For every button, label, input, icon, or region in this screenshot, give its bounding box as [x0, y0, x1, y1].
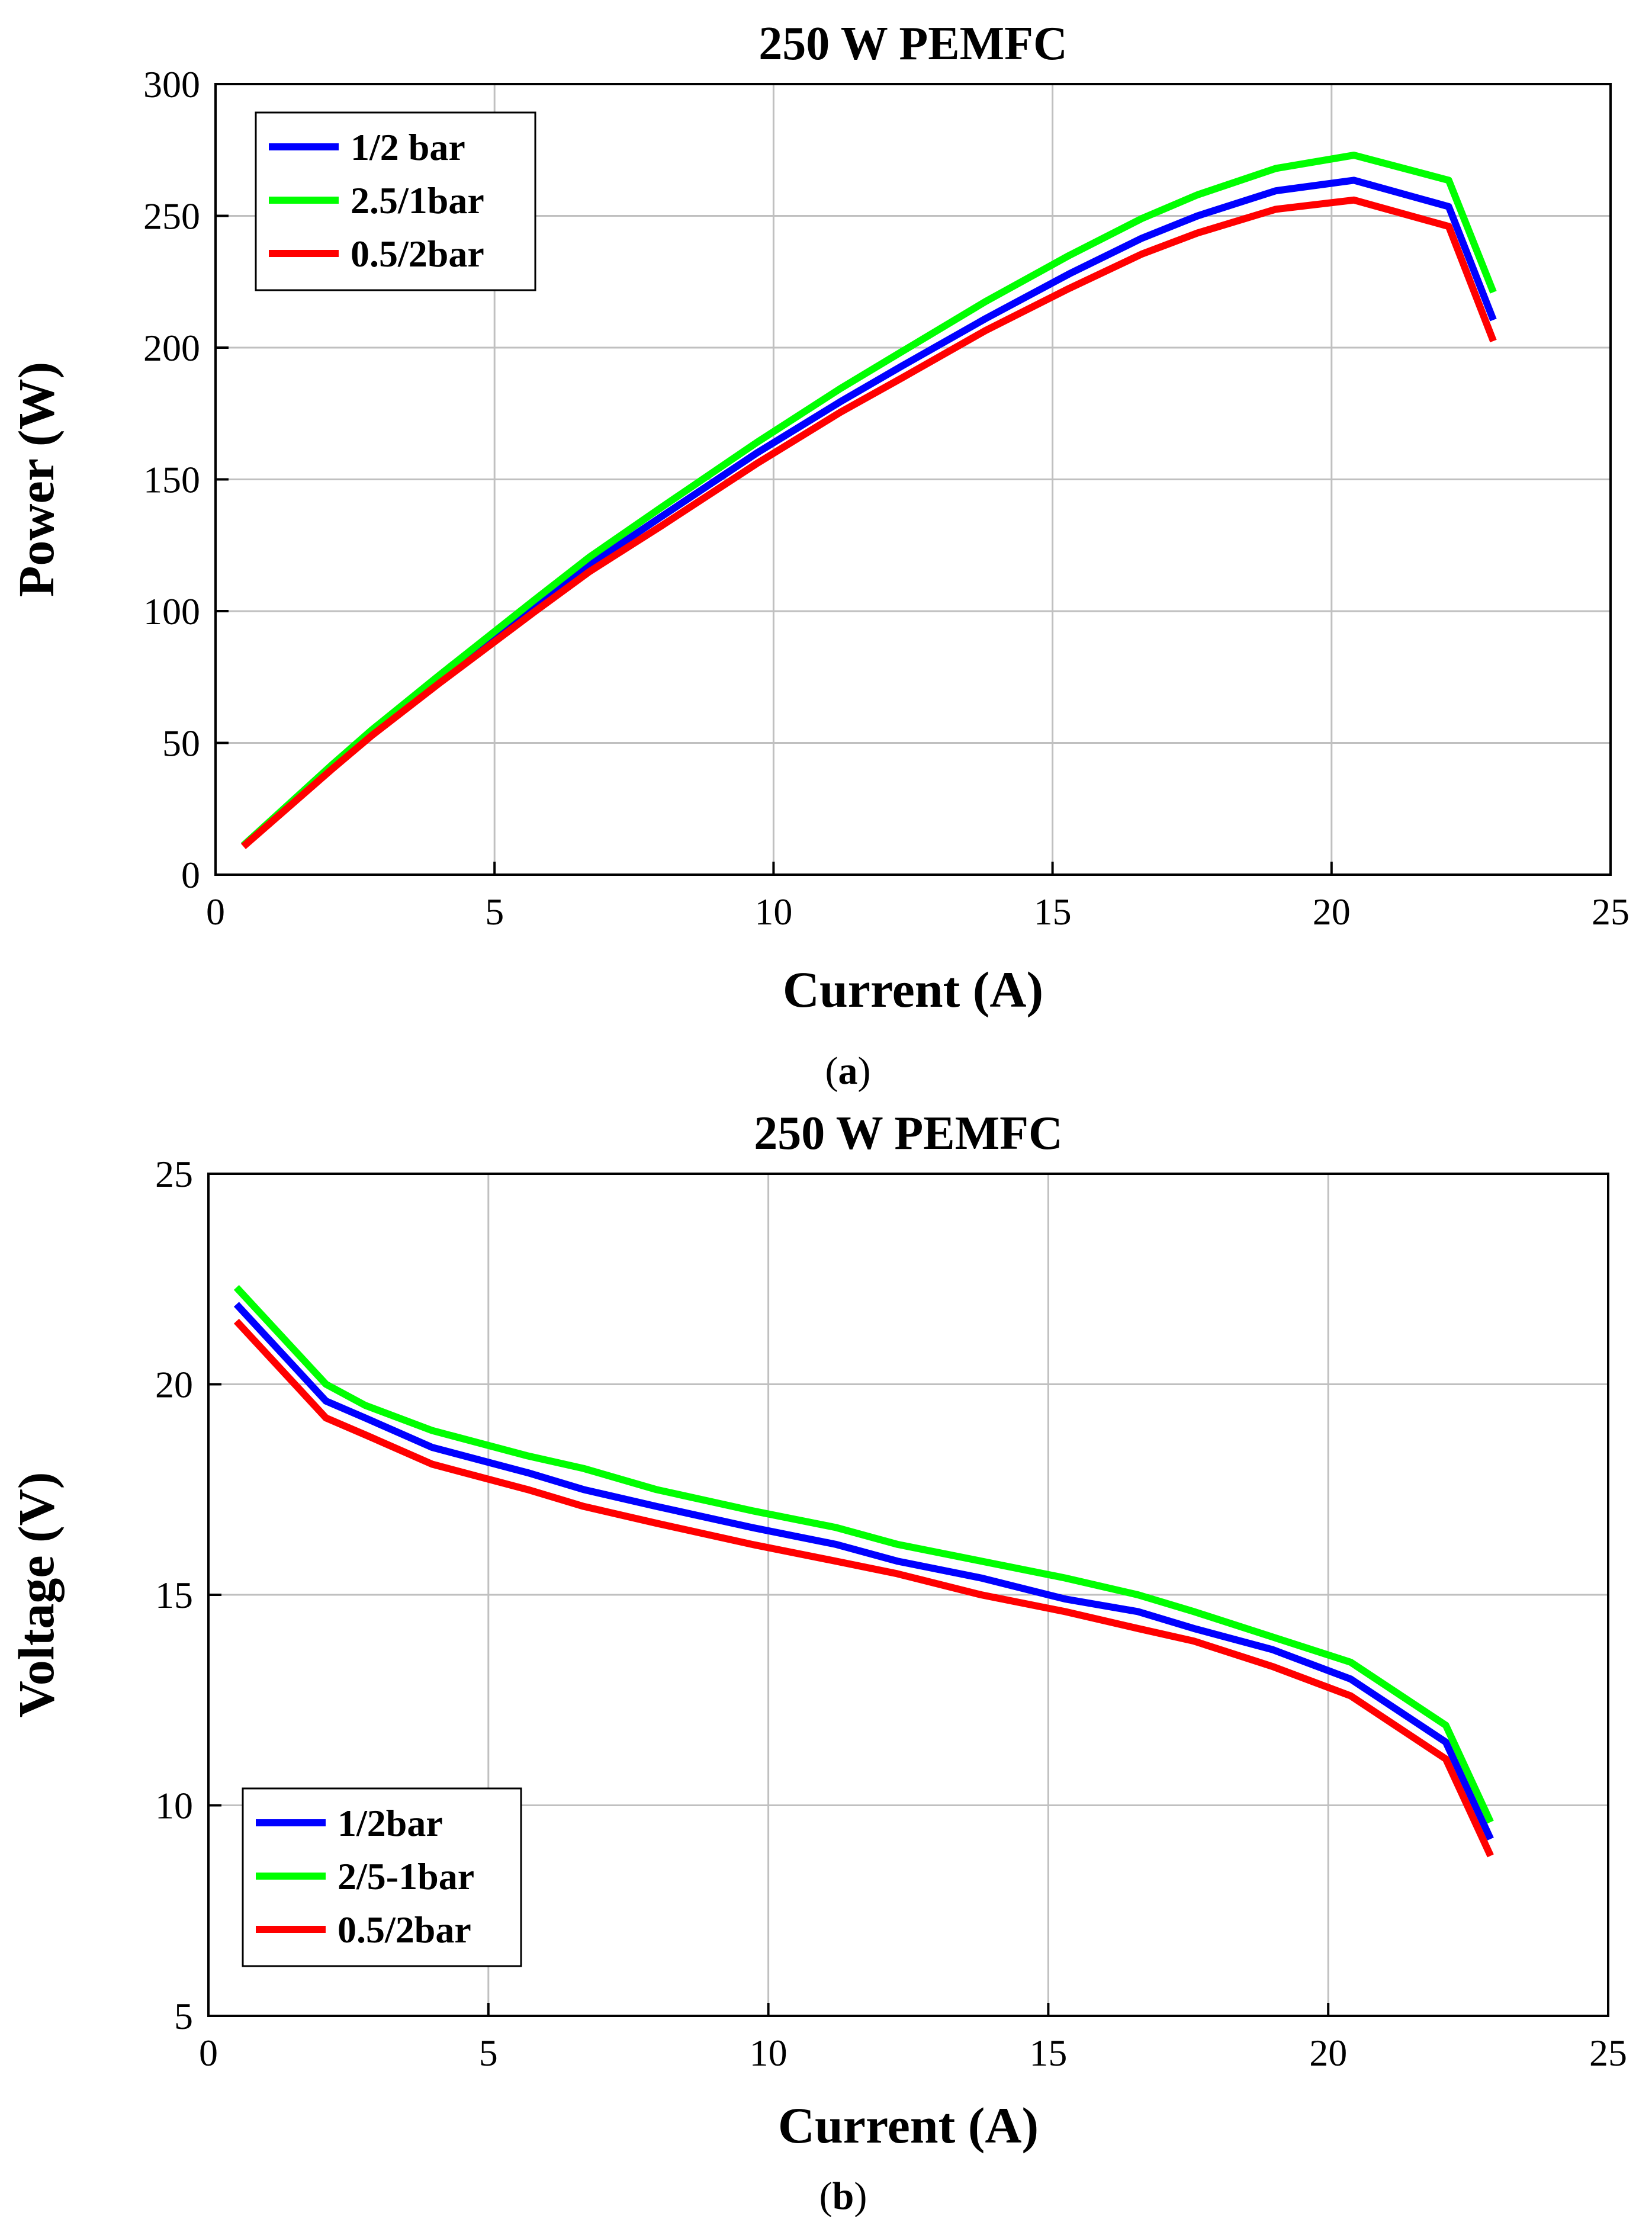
legend-label-1: 1/2 bar — [351, 126, 465, 168]
series-line-2 — [233, 1284, 1494, 1824]
x-tick-label: 25 — [1592, 891, 1629, 933]
x-tick-label: 10 — [750, 2032, 788, 2074]
legend: 1/2 bar 2.5/1bar 0.5/2bar — [255, 111, 536, 291]
legend-label-2: 2.5/1bar — [351, 179, 484, 221]
legend-label-3: 0.5/2bar — [338, 1909, 471, 1951]
caption-letter: a — [838, 1049, 858, 1093]
x-tick-label: 20 — [1309, 2032, 1347, 2074]
x-tick-label: 0 — [206, 891, 225, 933]
y-tick-label: 10 — [155, 1785, 193, 1827]
x-tick-label: 20 — [1313, 891, 1351, 933]
y-tick-label: 200 — [143, 327, 200, 369]
x-tick-label: 5 — [479, 2032, 498, 2074]
y-tick-label: 15 — [155, 1574, 193, 1616]
x-tick-label: 15 — [1034, 891, 1072, 933]
y-tick-label: 100 — [143, 590, 200, 632]
subfigure-caption: (b) — [819, 2175, 867, 2218]
x-tick-label: 25 — [1589, 2032, 1627, 2074]
subfigure-caption: (a) — [825, 1049, 871, 1093]
legend: 1/2bar 2/5-1bar 0.5/2bar — [242, 1787, 522, 1967]
series-line-1 — [233, 1302, 1494, 1841]
y-tick-label: 20 — [155, 1364, 193, 1406]
series-line-2 — [241, 152, 1497, 849]
caption-paren-close: ) — [858, 1049, 871, 1093]
series-line-3 — [233, 1318, 1494, 1858]
caption-letter: b — [833, 2175, 854, 2218]
x-axis-label: Current (A) — [783, 961, 1043, 1018]
legend-label-3: 0.5/2bar — [351, 233, 484, 275]
caption-paren-close: ) — [854, 2175, 867, 2218]
y-tick-label: 150 — [143, 459, 200, 501]
chart-title: 250 W PEMFC — [758, 18, 1067, 70]
series-line-3 — [241, 196, 1497, 849]
x-tick-label: 5 — [485, 891, 504, 933]
y-tick-label: 25 — [155, 1153, 193, 1195]
x-tick-label: 10 — [754, 891, 792, 933]
x-tick-label: 15 — [1029, 2032, 1067, 2074]
y-tick-label: 0 — [181, 854, 200, 896]
caption-paren-open: ( — [825, 1049, 838, 1093]
legend-label-1: 1/2bar — [338, 1802, 443, 1844]
y-tick-label: 50 — [162, 722, 200, 765]
y-tick-label: 250 — [143, 195, 200, 237]
chart-title: 250 W PEMFC — [754, 1107, 1062, 1160]
x-axis-label: Current (A) — [778, 2097, 1039, 2154]
caption-paren-open: ( — [819, 2175, 833, 2218]
y-tick-label: 300 — [143, 63, 200, 105]
legend-label-2: 2/5-1bar — [338, 1855, 474, 1897]
y-axis-label: Voltage (V) — [8, 1472, 65, 1718]
x-tick-label: 0 — [199, 2032, 218, 2074]
y-tick-label: 5 — [174, 1995, 193, 2037]
y-axis-label: Power (W) — [8, 362, 65, 597]
